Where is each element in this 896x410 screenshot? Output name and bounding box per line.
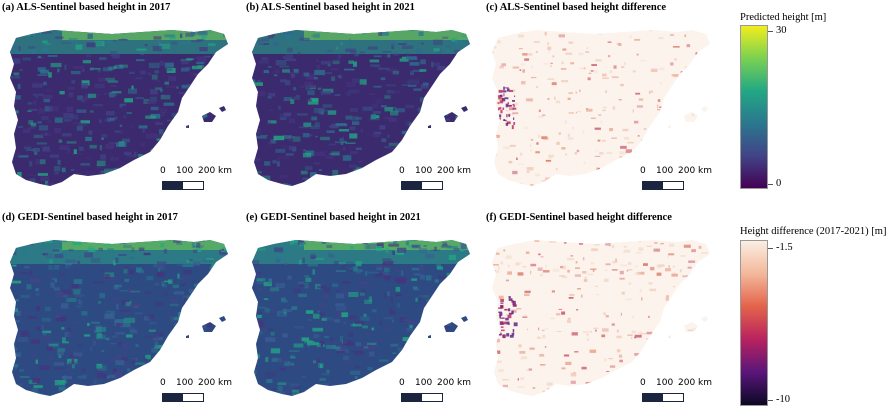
map-panel-e bbox=[252, 240, 470, 396]
panel-title-d: (d) GEDI-Sentinel based height in 2017 bbox=[2, 212, 178, 223]
map-panel-b bbox=[252, 30, 470, 186]
panel-title-f: (f) GEDI-Sentinel based height differenc… bbox=[486, 212, 672, 223]
panel-title-e: (e) GEDI-Sentinel based height in 2021 bbox=[246, 212, 421, 223]
map-panel-a bbox=[10, 30, 228, 186]
legend-height-max: 30 bbox=[776, 25, 787, 36]
map-panel-c bbox=[492, 30, 710, 186]
legend-height-colorbar bbox=[740, 25, 768, 189]
legend-diff-max: -1.5 bbox=[776, 242, 793, 253]
panel-title-a: (a) ALS-Sentinel based height in 2017 bbox=[2, 2, 171, 13]
legend-height-min: 0 bbox=[776, 178, 782, 189]
panel-title-c: (c) ALS-Sentinel based height difference bbox=[486, 2, 667, 13]
legend-height-title: Predicted height [m] bbox=[740, 12, 827, 23]
map-panel-f bbox=[492, 240, 710, 396]
legend-diff-colorbar bbox=[740, 240, 768, 406]
legend-diff-min: -10 bbox=[776, 394, 790, 405]
map-panel-d bbox=[10, 240, 228, 396]
legend-diff-title: Height difference (2017-2021) [m] bbox=[740, 226, 887, 237]
panel-title-b: (b) ALS-Sentinel based height in 2021 bbox=[246, 2, 415, 13]
